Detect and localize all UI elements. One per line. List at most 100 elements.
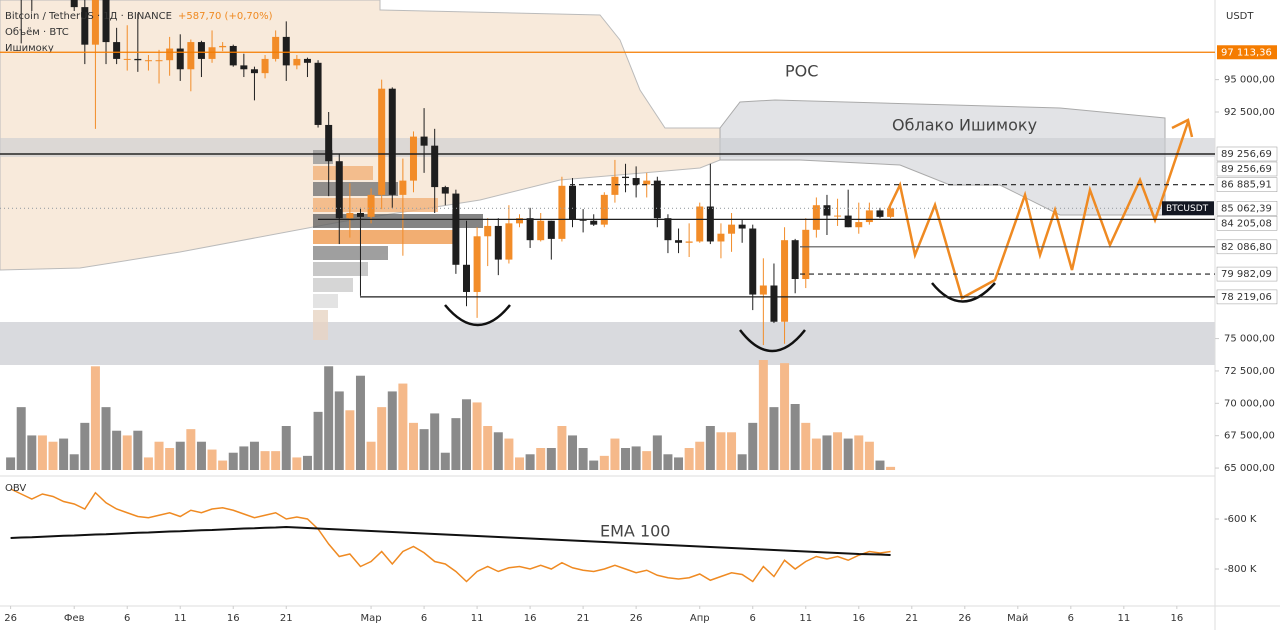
candle-body bbox=[70, 0, 78, 8]
price-label-box bbox=[1216, 146, 1278, 162]
ema-line bbox=[10, 525, 891, 556]
volume-bar bbox=[536, 448, 546, 470]
candle-body bbox=[791, 240, 799, 280]
forecast-arrow bbox=[1171, 118, 1194, 138]
volume-bar bbox=[525, 454, 535, 470]
candle-body bbox=[855, 222, 863, 228]
candle-body bbox=[314, 62, 322, 125]
candle-body bbox=[812, 205, 820, 230]
candle-body bbox=[537, 220, 545, 241]
price-label-box bbox=[1216, 161, 1278, 177]
volume-bar bbox=[239, 446, 249, 470]
volume-bar bbox=[48, 441, 58, 470]
volume-bar bbox=[313, 411, 323, 470]
volume-bar bbox=[716, 432, 726, 470]
volume-bar bbox=[780, 363, 790, 470]
volume-bar bbox=[610, 438, 620, 470]
profile-bar bbox=[313, 214, 483, 228]
x-tick-label: Апр bbox=[690, 613, 710, 624]
x-tick-label: 6 bbox=[1068, 613, 1074, 624]
candle-body bbox=[452, 193, 460, 265]
obv-line bbox=[10, 488, 891, 583]
volume-bar bbox=[228, 452, 238, 470]
candle-body bbox=[303, 58, 311, 63]
candle-body bbox=[134, 58, 142, 61]
price-label-box bbox=[1216, 289, 1278, 305]
ichimoku-cloud-bull bbox=[719, 99, 1166, 216]
volume-bar bbox=[642, 451, 652, 470]
volume-bar bbox=[652, 435, 662, 470]
volume-bar bbox=[165, 448, 175, 470]
profile-bar bbox=[313, 310, 328, 340]
candle-body bbox=[219, 45, 227, 48]
candle-body bbox=[865, 210, 873, 223]
profile-bar bbox=[313, 230, 453, 244]
x-tick-label: 21 bbox=[905, 613, 918, 624]
support-zone bbox=[0, 322, 1215, 365]
x-tick-label: 26 bbox=[630, 613, 643, 624]
volume-bar bbox=[557, 426, 567, 470]
volume-bar bbox=[854, 435, 864, 470]
volume-bar bbox=[790, 404, 800, 470]
volume-bar bbox=[218, 460, 228, 470]
volume-bar bbox=[737, 454, 747, 470]
x-tick-label: Май bbox=[1007, 613, 1028, 624]
candle-body bbox=[240, 65, 248, 70]
price-label: 84 205,08 bbox=[1221, 218, 1272, 229]
x-tick-label: 6 bbox=[124, 613, 130, 624]
candle-body bbox=[420, 136, 428, 146]
candle-body bbox=[250, 69, 258, 74]
candle-body bbox=[388, 88, 396, 195]
profile-bar bbox=[313, 246, 388, 260]
profile-bar bbox=[313, 278, 353, 292]
x-tick-label: 21 bbox=[577, 613, 590, 624]
candle-body bbox=[834, 215, 842, 217]
volume-bar bbox=[366, 441, 376, 470]
price-label-box bbox=[1216, 266, 1278, 282]
price-label: 82 086,80 bbox=[1221, 242, 1272, 253]
volume-bar bbox=[292, 457, 302, 470]
volume-bar bbox=[271, 451, 281, 470]
volume-bar bbox=[260, 451, 270, 470]
candle-body bbox=[176, 48, 184, 70]
x-tick-label: 11 bbox=[799, 613, 812, 624]
x-tick-label: 26 bbox=[4, 613, 17, 624]
volume-bar bbox=[833, 432, 843, 470]
candle-body bbox=[81, 7, 89, 45]
candle-body bbox=[144, 60, 152, 62]
price-label-box bbox=[1216, 177, 1278, 192]
currency: USDT bbox=[1226, 11, 1254, 22]
volume-legend: Объём · BTC bbox=[5, 27, 69, 38]
volume-bar bbox=[37, 435, 47, 470]
candle-body bbox=[346, 212, 354, 219]
volume-bar bbox=[207, 449, 217, 470]
candle-body bbox=[759, 285, 767, 295]
price-label: 79 982,09 bbox=[1221, 269, 1272, 280]
candle-body bbox=[462, 264, 470, 292]
volume-bar bbox=[493, 432, 503, 470]
volume-bar bbox=[589, 460, 599, 470]
candle-body bbox=[569, 185, 577, 220]
candle-body bbox=[484, 225, 492, 237]
volume-bar bbox=[16, 407, 26, 470]
volume-bar bbox=[154, 441, 164, 470]
price-label-box bbox=[1216, 239, 1278, 255]
candle-body bbox=[664, 218, 672, 241]
volume-bar bbox=[101, 407, 111, 470]
candle-body bbox=[356, 212, 364, 217]
x-tick-label: Мар bbox=[361, 613, 382, 624]
volume-bar bbox=[398, 383, 408, 470]
candle-body bbox=[229, 45, 237, 66]
ema-label: EMA 100 bbox=[600, 522, 670, 541]
candle-body bbox=[409, 136, 417, 181]
candle-body bbox=[282, 36, 290, 66]
volume-bar bbox=[387, 391, 397, 470]
volume-bar bbox=[249, 441, 259, 470]
profile-bar bbox=[313, 182, 398, 196]
candle-body bbox=[653, 180, 661, 219]
candle-body bbox=[187, 42, 195, 70]
volume-bar bbox=[599, 455, 609, 470]
candle-body bbox=[102, 0, 110, 43]
candle-body bbox=[717, 233, 725, 242]
symbol-tag: BTCUSDT bbox=[1166, 204, 1209, 214]
